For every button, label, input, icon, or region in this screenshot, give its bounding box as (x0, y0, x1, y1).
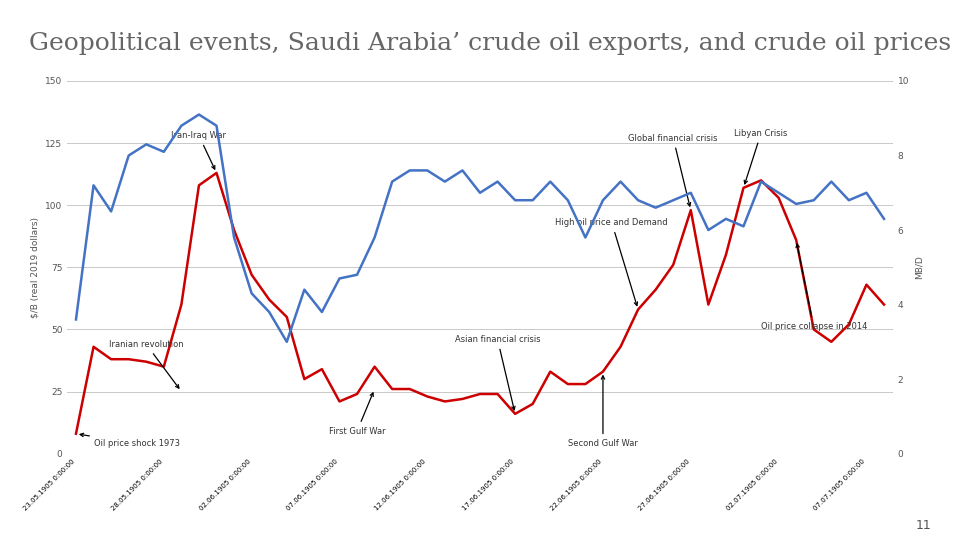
Text: Iran-Iraq War: Iran-Iraq War (172, 131, 227, 169)
Text: Oil price shock 1973: Oil price shock 1973 (80, 433, 180, 448)
Text: Global financial crisis: Global financial crisis (629, 133, 718, 206)
Y-axis label: MB/D: MB/D (915, 255, 924, 279)
Y-axis label: $/B (real 2019 dollars): $/B (real 2019 dollars) (31, 217, 39, 318)
Text: First Gulf War: First Gulf War (328, 393, 385, 436)
Text: Asian financial crisis: Asian financial crisis (455, 335, 540, 410)
Text: Iranian revolution: Iranian revolution (108, 340, 183, 388)
Text: Libyan Crisis: Libyan Crisis (734, 129, 788, 184)
Text: Geopolitical events, Saudi Arabia’ crude oil exports, and crude oil prices: Geopolitical events, Saudi Arabia’ crude… (29, 32, 951, 56)
Text: High oil price and Demand: High oil price and Demand (556, 218, 668, 306)
Text: 11: 11 (916, 519, 931, 532)
Text: Oil price collapse in 2014: Oil price collapse in 2014 (760, 244, 867, 332)
Text: Second Gulf War: Second Gulf War (568, 376, 637, 448)
